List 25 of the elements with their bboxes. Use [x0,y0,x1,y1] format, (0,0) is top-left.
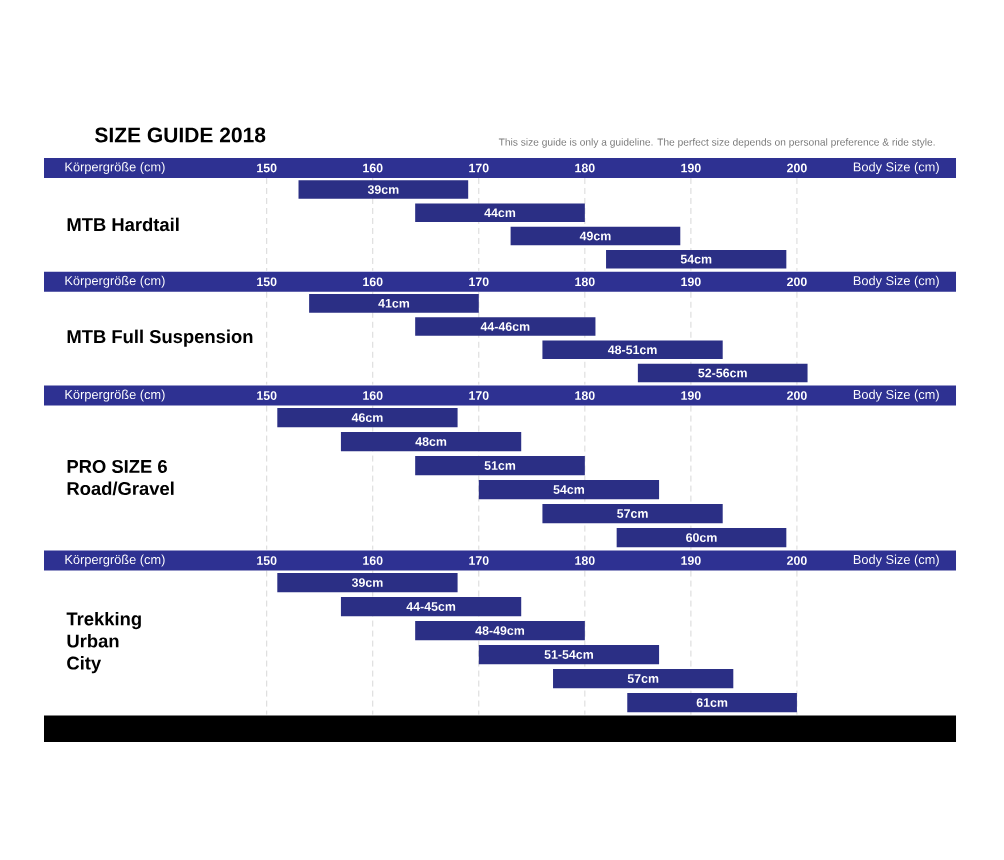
chart-title: SIZE GUIDE 2018 [95,127,266,143]
bar [616,527,787,548]
bar [542,340,723,360]
y-axis-title: Trekking Urban City [66,611,141,674]
bar [542,503,723,524]
bar [415,317,596,336]
bar [298,180,469,199]
bar [309,294,479,313]
y-axis-title: PRO SIZE 6 Road/Gravel [67,459,174,496]
bar [510,226,681,246]
bar [415,621,585,641]
bar [415,203,585,223]
y-axis-title: MTB Full Suspension [67,329,253,347]
bar [340,596,522,617]
bar [606,249,787,269]
bar [415,455,585,476]
bar [627,692,797,713]
bar [340,431,522,452]
bar [637,363,808,383]
bar [478,644,660,665]
bar [478,479,660,500]
bar [553,668,734,689]
y-axis-title: MTB Hardtail [67,217,179,232]
bar [277,407,458,428]
bar [277,573,458,593]
